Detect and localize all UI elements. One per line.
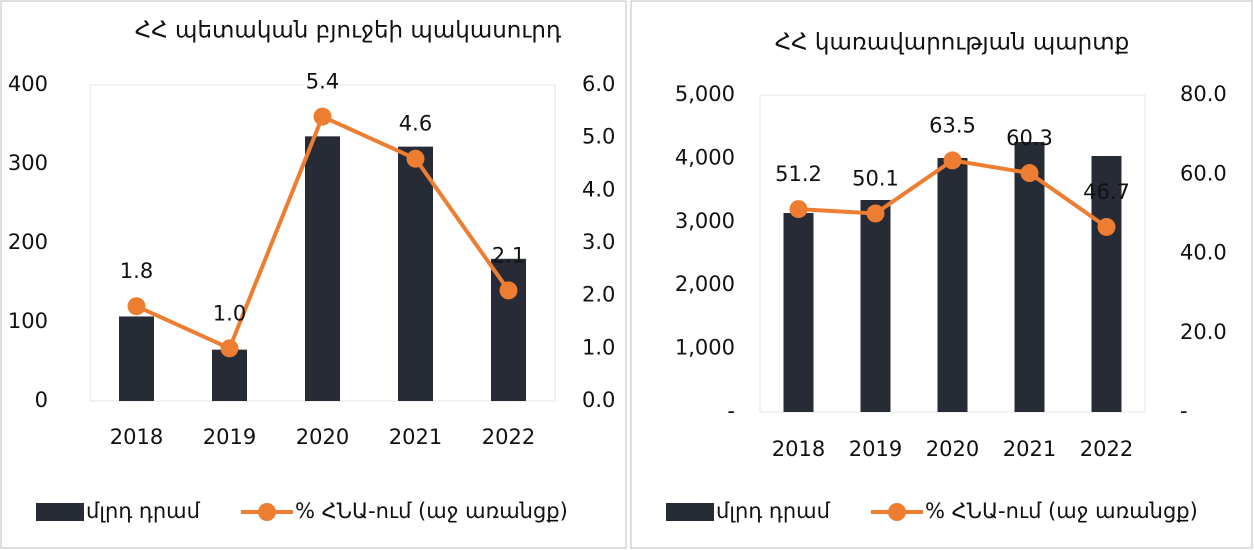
bar [119,316,154,401]
y-tick-label: 2,000 [675,272,735,296]
data-label: 63.5 [929,113,976,137]
x-tick-label: 2022 [1080,437,1133,461]
y-tick-label: 300 [8,151,48,175]
bar [212,349,247,401]
y-tick-label: - [727,399,735,423]
y2-tick-label: 5.0 [582,125,615,149]
y-tick-label: 0 [35,388,48,412]
legend-swatch [36,503,84,521]
legend-swatch [888,503,906,521]
data-label: 2.1 [492,243,525,267]
bar [1014,141,1045,412]
x-tick-label: 2021 [1003,437,1056,461]
data-label: 4.6 [399,112,432,136]
legend-swatch [666,503,714,521]
data-label: 50.1 [852,166,899,190]
bar [783,212,814,412]
x-tick-label: 2020 [926,437,979,461]
bar [491,258,526,401]
bar [398,146,433,401]
data-label: 1.0 [213,301,246,325]
y2-tick-label: 0.0 [582,388,615,412]
legend-label: % ՀՆԱ-ում (աջ առանցք) [925,499,1198,523]
data-label: 51.2 [775,162,822,186]
line-marker [313,107,332,126]
line-marker [127,297,146,316]
data-label: 60.3 [1006,126,1053,150]
x-tick-label: 2022 [482,425,535,449]
line-marker [866,204,885,223]
y2-tick-label: 2.0 [582,283,615,307]
y-tick-label: 200 [8,230,48,254]
y2-tick-label: 60.0 [1180,161,1227,185]
y-tick-label: 4,000 [675,145,735,169]
bar [937,158,968,412]
bar [305,136,340,401]
line-marker [789,200,808,219]
legend-label: մլրդ դրամ [716,499,831,523]
legend-label: մլրդ դրամ [86,499,201,523]
y2-tick-label: 6.0 [582,72,615,96]
y2-tick-label: - [1180,399,1188,423]
data-label: 1.8 [120,259,153,283]
panel-border [630,0,1253,549]
line-marker [1097,217,1116,236]
line-marker [220,339,239,358]
x-tick-label: 2019 [849,437,902,461]
y2-tick-label: 80.0 [1180,82,1227,106]
line-marker [1020,164,1039,183]
y2-tick-label: 4.0 [582,177,615,201]
x-tick-label: 2019 [203,425,256,449]
x-tick-label: 2018 [772,437,825,461]
y-tick-label: 100 [8,309,48,333]
x-tick-label: 2018 [110,425,163,449]
y-tick-label: 1,000 [675,336,735,360]
x-tick-label: 2021 [389,425,442,449]
chart-title: ՀՀ կառավարության պարտք [775,30,1130,56]
y-tick-label: 400 [8,72,48,96]
x-tick-label: 2020 [296,425,349,449]
y2-tick-label: 40.0 [1180,241,1227,265]
y2-tick-label: 20.0 [1180,320,1227,344]
data-label: 5.4 [306,70,339,94]
y2-tick-label: 1.0 [582,335,615,359]
legend-label: % ՀՆԱ-ում (աջ առանցք) [295,499,568,523]
line-marker [499,281,518,300]
bar [1091,155,1122,413]
panel-border [0,0,627,549]
y-tick-label: 5,000 [675,82,735,106]
line-marker [406,149,425,168]
line-marker [943,151,962,170]
chart-title: ՀՀ պետական բյուջեի պակասուրդ [135,18,562,44]
y2-tick-label: 3.0 [582,230,615,254]
legend-swatch [258,503,276,521]
data-label: 46.7 [1083,180,1130,204]
y-tick-label: 3,000 [675,209,735,233]
bar [860,199,891,412]
